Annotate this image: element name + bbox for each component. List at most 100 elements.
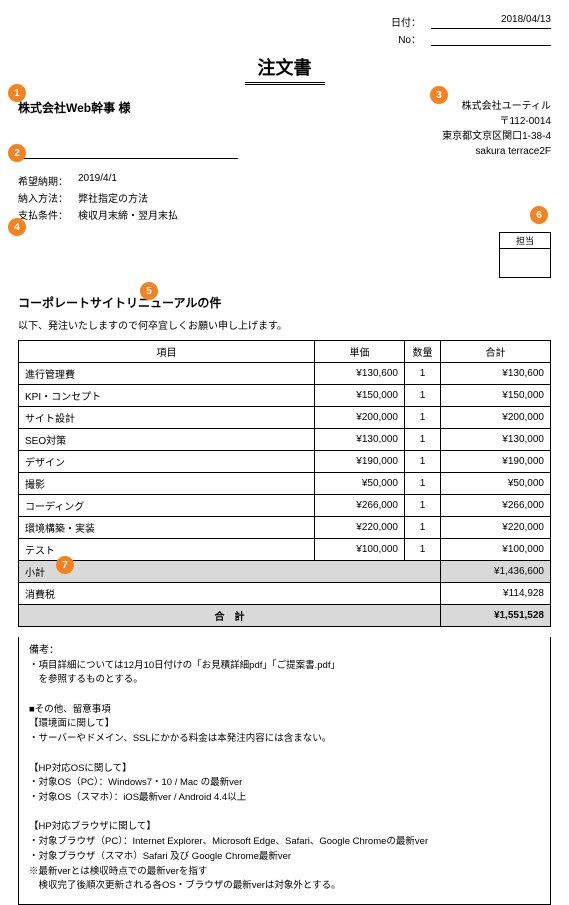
tax-value: ¥114,928 [441, 583, 551, 605]
col-price: 単価 [315, 341, 405, 363]
notes-line: 【HP対応OSに関して】 [29, 762, 540, 777]
table-row: デザイン ¥190,000 1 ¥190,000 [19, 451, 551, 473]
item-qty: 1 [405, 429, 441, 451]
grand-total-row: 合 計 ¥1,551,528 [19, 605, 551, 627]
col-name: 項目 [19, 341, 315, 363]
table-row: コーディング ¥266,000 1 ¥266,000 [19, 495, 551, 517]
notes-line: 【環境面に関して】 [29, 717, 540, 732]
tax-label: 消費税 [19, 583, 441, 605]
notes-line [29, 747, 540, 762]
item-total: ¥190,000 [441, 451, 551, 473]
notes-body: ・項目詳細については12月10日付けの「お見積詳細pdf」「ご提案書.pdf」 … [29, 659, 540, 895]
notes-line: ・対象OS（スマホ）：iOS最新ver / Android 4.4以上 [29, 791, 540, 806]
item-total: ¥200,000 [441, 407, 551, 429]
item-name: 進行管理費 [19, 363, 315, 385]
item-name: 環境構築・実装 [19, 517, 315, 539]
deadline-value: 2019/4/1 [78, 173, 117, 188]
sender-address: 東京都文京区関口1-38-4 [442, 129, 551, 144]
notes-line: ・対象ブラウザ（PC）：Internet Explorer、Microsoft … [29, 835, 540, 850]
notes-line: ・対象OS（PC）：Windows7・10 / Mac の最新ver [29, 776, 540, 791]
col-qty: 数量 [405, 341, 441, 363]
item-qty: 1 [405, 495, 441, 517]
pay-method-label: 納入方法： [18, 190, 78, 205]
notes-line: ・対象ブラウザ（スマホ）Safari 及び Google Chrome最新ver [29, 850, 540, 865]
table-row: KPI・コンセプト ¥150,000 1 ¥150,000 [19, 385, 551, 407]
item-name: 撮影 [19, 473, 315, 495]
item-total: ¥100,000 [441, 539, 551, 561]
subject: コーポレートサイトリニューアルの件 [18, 294, 551, 311]
item-total: ¥130,000 [441, 429, 551, 451]
item-price: ¥220,000 [315, 517, 405, 539]
header-no-row: No： [18, 31, 551, 46]
table-row: サイト設計 ¥200,000 1 ¥200,000 [19, 407, 551, 429]
notes-label: 備考： [29, 643, 540, 659]
notes-line [29, 806, 540, 821]
item-price: ¥100,000 [315, 539, 405, 561]
notes-line [29, 688, 540, 703]
item-total: ¥150,000 [441, 385, 551, 407]
notes-line: ※最新verとは検収時点での最新verを指す [29, 865, 540, 880]
deadline-label: 希望納期： [18, 173, 78, 188]
item-name: SEO対策 [19, 429, 315, 451]
annotation-badge: 2 [8, 144, 26, 162]
item-price: ¥130,600 [315, 363, 405, 385]
tax-row: 消費税 ¥114,928 [19, 583, 551, 605]
sender-building: sakura terrace2F [442, 144, 551, 159]
annotation-badge: 7 [56, 556, 74, 574]
item-qty: 1 [405, 407, 441, 429]
annotation-badge: 6 [530, 206, 548, 224]
item-qty: 1 [405, 385, 441, 407]
item-price: ¥200,000 [315, 407, 405, 429]
item-total: ¥220,000 [441, 517, 551, 539]
item-name: KPI・コンセプト [19, 385, 315, 407]
item-total: ¥50,000 [441, 473, 551, 495]
item-total: ¥266,000 [441, 495, 551, 517]
item-price: ¥130,000 [315, 429, 405, 451]
item-name: デザイン [19, 451, 315, 473]
document-title: 注文書 [245, 54, 325, 85]
item-price: ¥266,000 [315, 495, 405, 517]
notes-line: ■その他、留意事項 [29, 703, 540, 718]
item-qty: 1 [405, 473, 441, 495]
notes-line: を参照するものとする。 [29, 673, 540, 688]
table-row: SEO対策 ¥130,000 1 ¥130,000 [19, 429, 551, 451]
sender-name: 株式会社ユーティル [442, 99, 551, 114]
grand-total-value: ¥1,551,528 [441, 605, 551, 627]
col-total: 合計 [441, 341, 551, 363]
no-label: No： [391, 31, 421, 46]
pay-method-value: 弊社指定の方法 [78, 190, 148, 205]
item-price: ¥190,000 [315, 451, 405, 473]
header-date-row: 日付： 2018/04/13 [18, 14, 551, 29]
notes-line: ・項目詳細については12月10日付けの「お見積詳細pdf」「ご提案書.pdf」 [29, 659, 540, 674]
date-label: 日付： [391, 14, 421, 29]
table-row: 進行管理費 ¥130,600 1 ¥130,600 [19, 363, 551, 385]
pay-terms-label: 支払条件： [18, 207, 78, 222]
notes-block: 備考： ・項目詳細については12月10日付けの「お見積詳細pdf」「ご提案書.p… [18, 637, 551, 905]
annotation-badge: 3 [430, 86, 448, 104]
annotation-badge: 1 [8, 84, 26, 102]
sender-postal: 〒112-0014 [442, 114, 551, 129]
pay-terms-value: 検収月末締・翌月末払 [78, 207, 178, 222]
no-value [431, 31, 551, 46]
grand-total-label: 合 計 [19, 605, 441, 627]
item-qty: 1 [405, 539, 441, 561]
annotation-badge: 4 [8, 218, 26, 236]
item-qty: 1 [405, 517, 441, 539]
table-row: 撮影 ¥50,000 1 ¥50,000 [19, 473, 551, 495]
item-total: ¥130,600 [441, 363, 551, 385]
notes-line: 【HP対応ブラウザに関して】 [29, 820, 540, 835]
subtotal-label: 小計 [19, 561, 441, 583]
item-name: コーディング [19, 495, 315, 517]
notes-line: 検収完了後順次更新される各OS・ブラウザの最新verは対象外とする。 [29, 879, 540, 894]
items-table: 項目 単価 数量 合計 進行管理費 ¥130,600 1 ¥130,600 KP… [18, 340, 551, 627]
subtotal-value: ¥1,436,600 [441, 561, 551, 583]
table-row: 環境構築・実装 ¥220,000 1 ¥220,000 [19, 517, 551, 539]
notes-line: ・サーバーやドメイン、SSLにかかる料金は本発注内容には含まない。 [29, 732, 540, 747]
intro-text: 以下、発注いたしますので何卒宜しくお願い申し上げます。 [18, 317, 551, 332]
item-qty: 1 [405, 363, 441, 385]
stamp-label: 担当 [500, 233, 550, 249]
table-row: テスト ¥100,000 1 ¥100,000 [19, 539, 551, 561]
subtotal-row: 小計 ¥1,436,600 [19, 561, 551, 583]
annotation-badge: 5 [140, 282, 158, 300]
client-name: 株式会社Web幹事 様 [18, 99, 238, 159]
